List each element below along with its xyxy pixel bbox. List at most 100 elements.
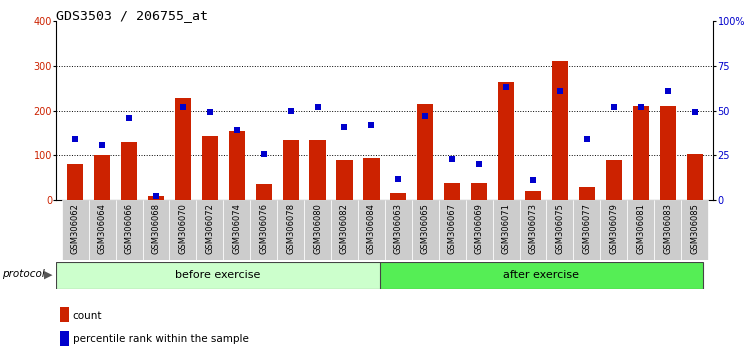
Bar [309, 140, 326, 200]
Bar [466, 200, 493, 260]
Text: GSM306062: GSM306062 [71, 203, 80, 254]
Point [339, 124, 351, 130]
Text: GSM306064: GSM306064 [98, 203, 107, 254]
Point [689, 110, 701, 115]
Text: GSM306073: GSM306073 [529, 203, 538, 254]
Point [635, 104, 647, 110]
Bar [493, 200, 520, 260]
Text: ▶: ▶ [44, 269, 52, 279]
Text: before exercise: before exercise [175, 270, 261, 280]
Bar [56, 262, 379, 289]
Point [285, 108, 297, 113]
Bar [418, 104, 433, 200]
Bar [654, 200, 681, 260]
Text: count: count [73, 311, 102, 321]
Bar [627, 200, 654, 260]
Bar [471, 183, 487, 200]
Text: GSM306077: GSM306077 [582, 203, 591, 254]
Bar [606, 160, 622, 200]
Point [312, 104, 324, 110]
Bar [632, 106, 649, 200]
Point [554, 88, 566, 94]
Point [500, 85, 512, 90]
Bar [520, 200, 547, 260]
Point [258, 151, 270, 156]
Point [366, 122, 378, 128]
Bar [659, 106, 676, 200]
Bar [331, 200, 358, 260]
Bar [552, 62, 568, 200]
Bar [59, 331, 70, 346]
Bar [143, 200, 170, 260]
Text: GSM306066: GSM306066 [125, 203, 134, 254]
Bar [412, 200, 439, 260]
Bar [170, 200, 196, 260]
Bar [579, 188, 595, 200]
Bar [681, 200, 708, 260]
Bar [89, 200, 116, 260]
Point [473, 161, 485, 167]
Bar [358, 200, 385, 260]
Text: GSM306082: GSM306082 [340, 203, 349, 254]
Bar [202, 136, 218, 200]
Point [446, 156, 458, 162]
Bar [391, 193, 406, 200]
Text: GSM306074: GSM306074 [232, 203, 241, 254]
Text: GSM306076: GSM306076 [259, 203, 268, 254]
Bar [148, 195, 164, 200]
Point [123, 115, 135, 121]
Point [69, 136, 81, 142]
Text: GSM306070: GSM306070 [179, 203, 188, 254]
Point [419, 113, 431, 119]
Point [150, 193, 162, 198]
Bar [547, 200, 574, 260]
Text: GSM306081: GSM306081 [636, 203, 645, 254]
Bar [250, 200, 277, 260]
Text: GSM306079: GSM306079 [609, 203, 618, 254]
Bar [121, 142, 137, 200]
Text: GDS3503 / 206755_at: GDS3503 / 206755_at [56, 9, 208, 22]
Point [662, 88, 674, 94]
Bar [116, 200, 143, 260]
Text: GSM306063: GSM306063 [394, 203, 403, 254]
Text: GSM306069: GSM306069 [475, 203, 484, 254]
Bar [196, 200, 223, 260]
Text: GSM306067: GSM306067 [448, 203, 457, 254]
Text: GSM306072: GSM306072 [205, 203, 214, 254]
Point [581, 136, 593, 142]
Text: GSM306071: GSM306071 [502, 203, 511, 254]
Text: GSM306075: GSM306075 [556, 203, 565, 254]
Bar [379, 262, 703, 289]
Bar [336, 160, 352, 200]
Bar [255, 184, 272, 200]
Text: GSM306080: GSM306080 [313, 203, 322, 254]
Point [392, 176, 404, 181]
Bar [282, 140, 299, 200]
Text: GSM306083: GSM306083 [663, 203, 672, 254]
Bar [175, 98, 191, 200]
Text: GSM306084: GSM306084 [367, 203, 376, 254]
Bar [444, 183, 460, 200]
Bar [574, 200, 600, 260]
Point [231, 127, 243, 133]
Bar [304, 200, 331, 260]
Bar [363, 159, 379, 200]
Text: GSM306085: GSM306085 [690, 203, 699, 254]
Text: percentile rank within the sample: percentile rank within the sample [73, 333, 249, 343]
Bar [59, 307, 70, 322]
Text: after exercise: after exercise [503, 270, 579, 280]
Bar [229, 131, 245, 200]
Bar [525, 191, 541, 200]
Point [96, 142, 108, 147]
Bar [385, 200, 412, 260]
Bar [277, 200, 304, 260]
Text: GSM306078: GSM306078 [286, 203, 295, 254]
Text: protocol: protocol [2, 269, 45, 279]
Point [204, 110, 216, 115]
Bar [62, 200, 89, 260]
Bar [600, 200, 627, 260]
Bar [67, 164, 83, 200]
Bar [498, 82, 514, 200]
Bar [686, 154, 703, 200]
Bar [223, 200, 250, 260]
